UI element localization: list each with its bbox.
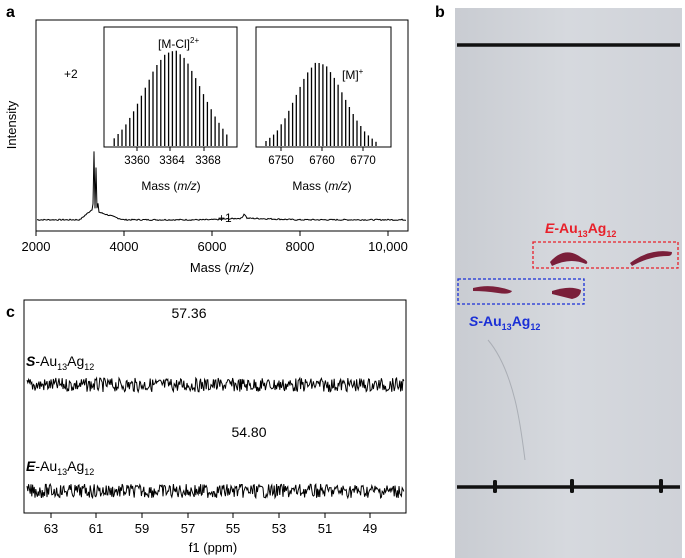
baseline-marks (493, 479, 663, 493)
nmr-xtick-49: 49 (363, 521, 377, 536)
main-xtick-8000: 8000 (286, 239, 315, 254)
nmr-xtick-61: 61 (89, 521, 103, 536)
inset2-isotope-bars (265, 62, 377, 146)
nmr-xtick-53: 53 (272, 521, 286, 536)
peak-label-plus2: +2 (64, 67, 78, 81)
inset1-xtick-3364: 3364 (159, 155, 185, 167)
inset2-ion-label: [M]+ (342, 67, 364, 82)
e-isomer-label: E-Au13Ag12 (545, 220, 616, 239)
inset2-xtick-6750: 6750 (268, 155, 294, 167)
main-xtick-10000: 10,000 (368, 239, 408, 254)
nmr-xtick-63: 63 (44, 521, 58, 536)
tlc-plate (455, 8, 682, 558)
nmr-series-label-e: E-Au13Ag12 (26, 458, 94, 477)
panel-label-b: b (435, 4, 445, 21)
spot-s-right (552, 287, 581, 299)
panel-label-a: a (6, 4, 15, 21)
inset2-xtick-6760: 6760 (309, 155, 335, 167)
nmr-xtick-57: 57 (181, 521, 195, 536)
plate-streak (487, 339, 526, 461)
inset1-ion-label: [M-Cl]2+ (158, 36, 199, 51)
inset1-xtick-3368: 3368 (195, 155, 221, 167)
s-isomer-box (457, 278, 585, 305)
inset1-xlabel: Mass (m/z) (141, 179, 200, 193)
spot-e-right (630, 251, 672, 266)
main-xtick-6000: 6000 (198, 239, 227, 254)
main-xaxis-ticks (35, 231, 389, 236)
nmr-peak-label-e: 54.80 (231, 424, 266, 440)
inset2-xlabel: Mass (m/z) (292, 179, 351, 193)
inset2-xtick-6770: 6770 (350, 155, 376, 167)
nmr-trace-s (26, 376, 405, 394)
inset1-isotope-bars (113, 50, 228, 146)
e-isomer-box (532, 241, 679, 269)
nmr-trace-e (26, 482, 405, 500)
nmr-xtick-59: 59 (135, 521, 149, 536)
peak-label-plus1: +1 (218, 211, 232, 225)
tlc-spots (473, 251, 672, 299)
spot-e-left (550, 252, 588, 266)
nmr-xaxis-ticks (50, 513, 371, 518)
main-spectrum-trace (36, 151, 407, 222)
nmr-xlabel: f1 (ppm) (189, 540, 237, 555)
main-spectrum-frame (35, 19, 409, 232)
main-xlabel: Mass (m/z) (190, 260, 254, 275)
inset2-ticks (280, 147, 364, 151)
inset1-xtick-3360: 3360 (124, 155, 150, 167)
inset1-ticks (136, 147, 205, 151)
spot-s-left (473, 286, 512, 294)
panel-label-c: c (6, 304, 15, 321)
nmr-frame (23, 299, 407, 514)
main-xtick-2000: 2000 (22, 239, 51, 254)
nmr-xtick-55: 55 (226, 521, 240, 536)
nmr-xtick-51: 51 (318, 521, 332, 536)
nmr-peak-label-s: 57.36 (171, 305, 206, 321)
nmr-series-label-s: S-Au13Ag12 (26, 353, 94, 372)
s-isomer-label: S-Au13Ag12 (469, 313, 540, 332)
main-xtick-4000: 4000 (110, 239, 139, 254)
main-ylabel: Intensity (4, 100, 19, 149)
